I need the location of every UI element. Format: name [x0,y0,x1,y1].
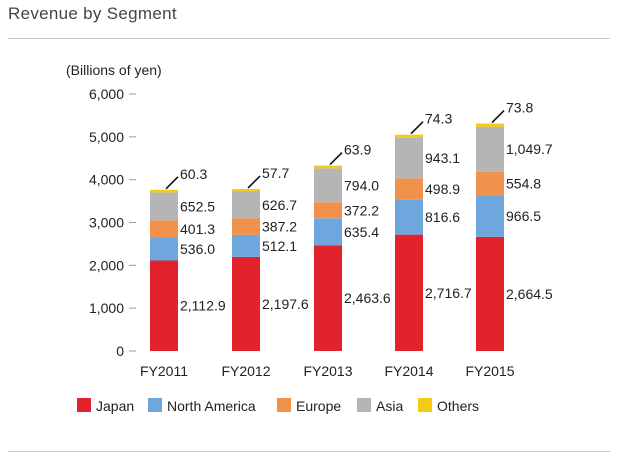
legend-swatch [148,398,162,412]
data-label-others: 57.7 [262,165,289,181]
y-tick-label: 2,000 [89,257,124,273]
legend-label: Asia [376,398,403,414]
legend-swatch [277,398,291,412]
data-label-others: 73.8 [506,100,533,116]
bar-segment-japan [150,260,178,351]
bar-segment-europe [476,171,504,196]
legend-swatch [357,398,371,412]
data-label: 2,197.6 [262,296,309,312]
data-label: 966.5 [506,208,541,224]
data-label: 401.3 [180,221,215,237]
y-tick-label: 5,000 [89,129,124,145]
leader-line [247,175,261,189]
leader-line [410,121,424,135]
data-label: 2,463.6 [344,290,391,306]
bar-segment-europe [395,178,423,200]
bar-segment-others [150,189,178,193]
bar-segment-asia [314,168,342,203]
x-tick-label: FY2013 [303,363,352,379]
bar-segment-japan [476,236,504,351]
data-label: 652.5 [180,198,215,214]
legend-label: Europe [296,398,341,414]
y-axis-unit-label: (Billions of yen) [66,62,162,78]
bar-segment-europe [150,220,178,238]
data-label: 1,049.7 [506,141,553,157]
bar-segment-asia [476,126,504,172]
bar-segment-asia [232,191,260,219]
legend-swatch [77,398,91,412]
data-label-others: 60.3 [180,166,207,182]
data-label: 816.6 [425,209,460,225]
bar-segment-asia [395,137,423,179]
x-tick-label: FY2012 [221,363,270,379]
bottom-divider [8,451,610,452]
y-tick-label: 1,000 [89,300,124,316]
x-tick-label: FY2011 [140,363,188,379]
bar-segment-north-america [476,195,504,237]
x-tick-label: FY2014 [384,363,433,379]
bar-segment-japan [232,256,260,351]
data-label: 635.4 [344,224,379,240]
legend-label: Others [437,398,479,414]
data-label: 387.2 [262,219,297,235]
bar-segment-north-america [232,234,260,257]
bar-segment-north-america [314,218,342,246]
data-label: 536.0 [180,241,215,257]
y-tick-label: 3,000 [89,215,124,231]
bar-segment-others [232,189,260,192]
leader-line [165,176,179,190]
bar-segment-europe [314,202,342,219]
bar-segment-north-america [150,237,178,261]
y-tick-label: 0 [116,343,124,359]
bar-segment-japan [395,234,423,351]
leader-line [329,152,343,166]
data-label-others: 74.3 [425,111,452,127]
legend-label: Japan [96,398,134,414]
y-tick-label: 4,000 [89,172,124,188]
page-title: Revenue by Segment [8,4,177,23]
bar-segment-others [314,165,342,169]
data-label: 372.2 [344,202,379,218]
data-label: 498.9 [425,181,460,197]
legend-swatch [418,398,432,412]
bar-segment-europe [232,218,260,235]
bar-segment-japan [314,245,342,351]
bar-segment-north-america [395,199,423,235]
data-label: 626.7 [262,197,297,213]
legend-label: North America [167,398,256,414]
data-label: 2,716.7 [425,285,472,301]
bar-segment-others [476,123,504,127]
data-label: 554.8 [506,176,541,192]
bar-segment-asia [150,192,178,221]
data-label: 943.1 [425,150,460,166]
bar-segment-others [395,134,423,138]
data-label: 2,112.9 [180,298,226,314]
x-tick-label: FY2015 [465,363,514,379]
data-label: 512.1 [262,238,297,254]
data-label-others: 63.9 [344,142,371,158]
y-tick-label: 6,000 [89,86,124,102]
data-label: 2,664.5 [506,286,553,302]
top-divider [8,38,610,39]
data-label: 794.0 [344,177,379,193]
leader-line [491,110,505,124]
